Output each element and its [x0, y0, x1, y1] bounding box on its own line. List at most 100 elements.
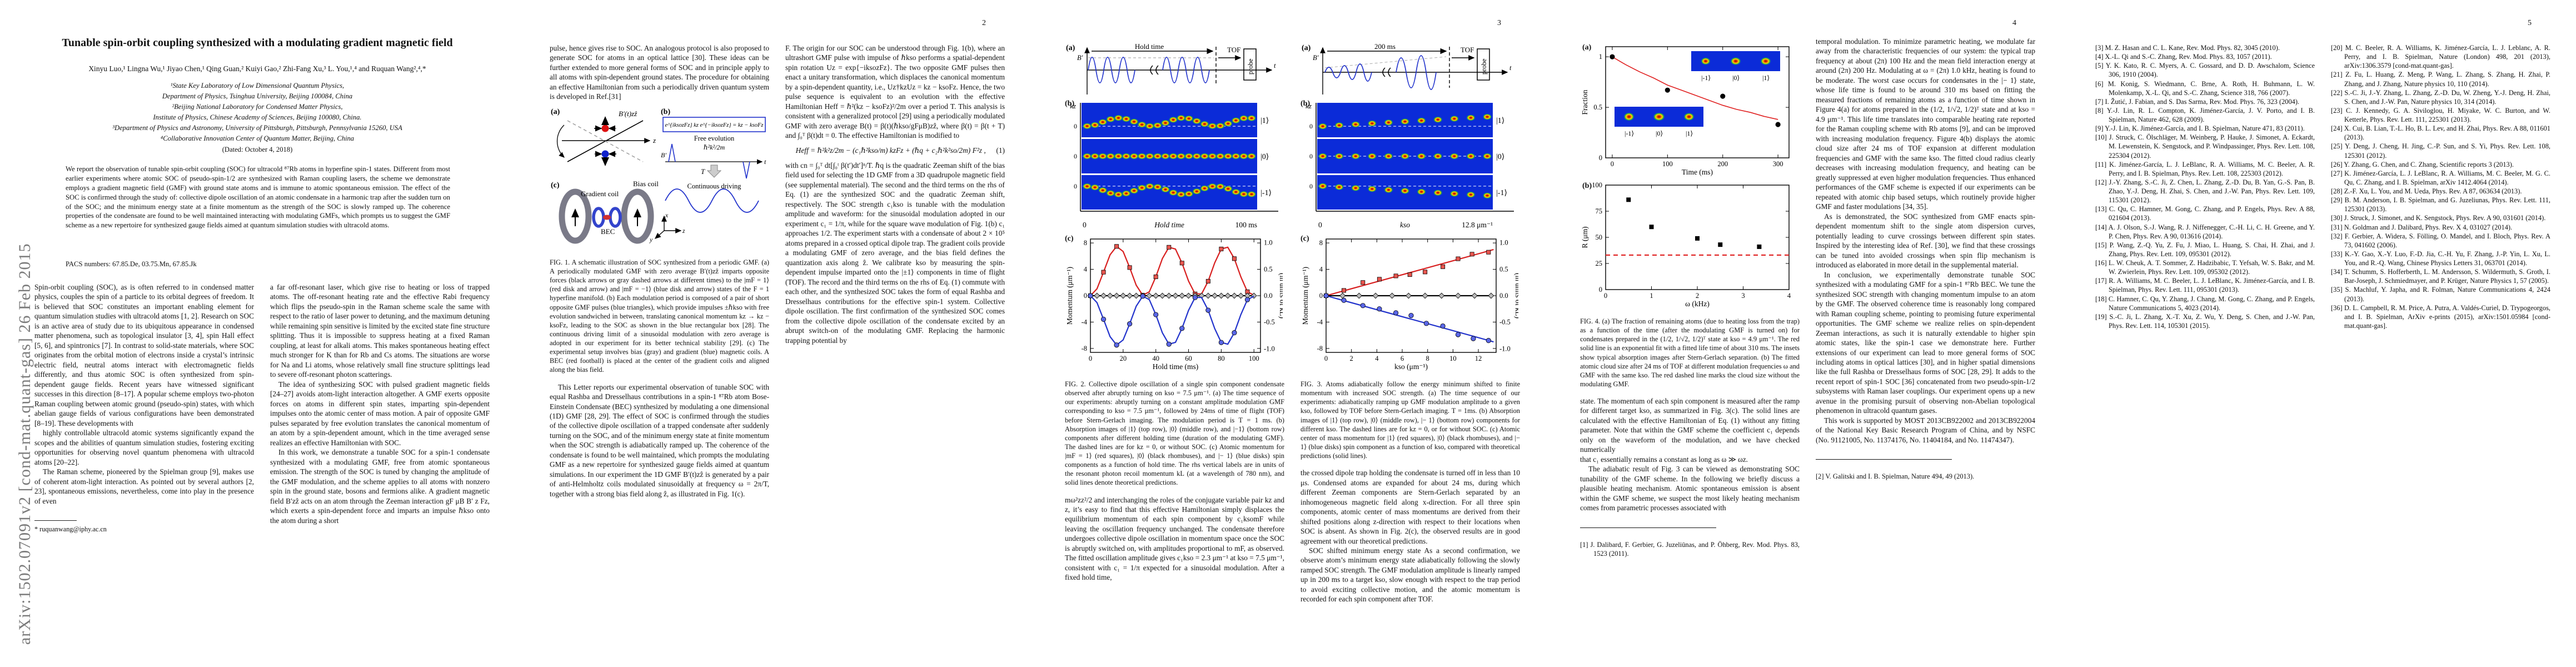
reference-item: [29] B. M. Anderson, I. B. Spielman, and…: [2331, 196, 2550, 213]
page-4: 4 (a) 0 100 200 300 0 0.5 1 Time (ms) Fraction |…: [1546, 0, 2061, 667]
reference-item: [35] S. Machluf, Y. Japha, and R. Folman…: [2331, 286, 2550, 303]
svg-text:0: 0: [1074, 122, 1077, 130]
reference-item: [5] Y. K. Kato, R. C. Myers, A. C. Gossa…: [2095, 62, 2315, 79]
svg-text:(in units of kL): (in units of kL): [1514, 273, 1518, 318]
svg-text:Time (ms): Time (ms): [1682, 168, 1713, 176]
body-paragraph: that c₁ essentially remains a constant a…: [1580, 455, 1748, 464]
page1-right-column: a far off-resonant laser, which give ris…: [270, 282, 490, 649]
page2-right-column: F. The origin for our SOC can be underst…: [785, 43, 1005, 649]
body-paragraph: SOC shifted minimum energy state As a se…: [1301, 546, 1520, 604]
svg-text:|1⟩: |1⟩: [1496, 117, 1504, 125]
affiliation-line: ²Beijing National Laboratory for Condens…: [172, 103, 343, 111]
reference-item: [22] S.-C. Ji, J.-Y. Zhang, L. Zhang, Z.…: [2331, 88, 2550, 106]
fig1-continuous-driving-label: Continuous driving: [687, 182, 742, 190]
reference-item: [1] J. Dalibard, F. Gerbier, G. Juzeliūn…: [1580, 540, 1800, 558]
fig4-inset-bottom-label-p1: |1⟩: [1686, 130, 1693, 137]
svg-text:8: 8: [1426, 355, 1429, 362]
svg-text:-0.5: -0.5: [1499, 318, 1511, 326]
body-paragraph: In this work, we demonstrate a tunable S…: [270, 448, 490, 525]
reference-item: [19] S.-C. Ji, L. Zhang, X.-T. Xu, Z. Wu…: [2095, 312, 2315, 330]
fig3-panel-c-label: (c): [1301, 235, 1309, 243]
reference-item: [26] Y. Zhang, G. Chen, and C. Zhang, Sc…: [2331, 160, 2514, 168]
page-2: 2 pulse, hence gives rise to SOC. An ana…: [515, 0, 1030, 667]
footnote-email: * ruquanwang@iphy.ac.cn: [34, 525, 107, 534]
reference-item: [27] K. Jiménez-García, L. J. LeBlanc, R…: [2331, 169, 2550, 186]
fig1-blue-spin-disk: [601, 150, 609, 158]
svg-text:0: 0: [1083, 221, 1087, 229]
body-paragraph: mω²zz²/2 and interchanging the roles of …: [1065, 495, 1284, 582]
svg-text:-4: -4: [1082, 318, 1088, 326]
reference-item: [20] M. C. Beeler, R. A. Williams, K. Ji…: [2331, 44, 2550, 70]
fig4-inset-top-label-0: |0⟩: [1732, 74, 1740, 82]
equation-1: Heff = ℏ²k²z/2m − (c₁ℏ²kso/m) kzFz + (ℏq…: [785, 146, 1005, 155]
fig1-z-axis-label: z: [652, 136, 656, 145]
fig1-kinetic-label: ℏ²k²/2m: [704, 143, 725, 151]
reference-item: [9] Y.-J. Lin, K. Jiménez-García, and I.…: [2095, 125, 2305, 133]
fig4-inset-bottom-label-0: |0⟩: [1656, 130, 1663, 137]
fig1-period-label: T: [701, 167, 705, 176]
fig1-period-arrow: [706, 165, 722, 178]
svg-text:0: 0: [1084, 292, 1087, 300]
svg-text:Hold time: Hold time: [1154, 221, 1184, 229]
svg-text:-1.0: -1.0: [1264, 345, 1275, 352]
page-1: arXiv:1502.07091v2 [cond-mat.quant-gas] …: [0, 0, 515, 667]
svg-text:Momentum (μm⁻¹): Momentum (μm⁻¹): [1065, 267, 1074, 325]
figure-3: (a) B′ 200 ms TOF probe t: [1301, 41, 1520, 374]
fig1-gradient-coil-label: Gradient coil: [581, 190, 619, 198]
svg-text:6: 6: [1401, 355, 1404, 362]
svg-text:Fraction: Fraction: [1581, 89, 1589, 115]
fig3-Bprime-label: B′: [1313, 54, 1319, 62]
page2-left-column: pulse, hence gives rise to SOC. An analo…: [550, 43, 769, 649]
figure-1-caption: FIG. 1. A schematic illustration of SOC …: [550, 258, 769, 374]
reference-item: [3] M. Z. Hasan and C. L. Kane, Rev. Mod…: [2095, 44, 2280, 52]
fig2-Bprime-label: B′: [1077, 54, 1083, 62]
reference-item: [33] K.-Y. Gao, X.-Y. Luo, F.-D. Jia, C.…: [2331, 250, 2550, 267]
reference-item: [17] R. A. Williams, M. C. Beeler, L. J.…: [2095, 277, 2315, 294]
svg-text:0: 0: [1604, 292, 1607, 300]
bibliography-rule: [1580, 527, 1716, 528]
svg-text:0: 0: [1611, 160, 1614, 168]
page3-right-column: (a) B′ 200 ms TOF probe t: [1301, 37, 1520, 648]
svg-text:(in units of kL): (in units of kL): [1278, 273, 1283, 318]
fig3-ramp-time-label: 200 ms: [1374, 42, 1396, 51]
fig3-tof-label: TOF: [1461, 46, 1474, 54]
svg-text:R (μm): R (μm): [1581, 226, 1589, 248]
svg-text:0: 0: [1074, 152, 1077, 160]
svg-text:1.0: 1.0: [1264, 239, 1273, 247]
fig1-gmf-label: B′(t)zẑ: [619, 109, 637, 118]
svg-text:80: 80: [1218, 355, 1225, 362]
svg-text:kso (μm⁻¹): kso (μm⁻¹): [1394, 362, 1428, 371]
body-paragraph: pulse, hence gives rise to SOC. An analo…: [550, 44, 769, 101]
body-paragraph: highly controllable ultracold atomic sys…: [34, 429, 254, 466]
svg-text:100: 100: [1592, 181, 1602, 189]
svg-text:8: 8: [1319, 239, 1323, 247]
svg-text:1: 1: [1599, 53, 1602, 61]
fig4-panel-a-label: (a): [1582, 43, 1592, 52]
body-paragraph: with cn = ∫₀ᵀ dt[∫₀ᵗ β(t′)dt′]ⁿ/T. ℏq is…: [785, 161, 1005, 345]
fig3-panel-a-label: (a): [1302, 44, 1311, 52]
svg-text:0: 0: [1319, 292, 1323, 300]
body-paragraph: The idea of synthesizing SOC with pulsed…: [270, 380, 490, 447]
fig1-unitary-equation: e^{ik­sozFz} kz e^{−iksozFz} = kz − ksoF…: [665, 122, 764, 128]
svg-text:4: 4: [1319, 266, 1323, 273]
svg-text:25: 25: [1596, 260, 1603, 267]
fig1-z-axis-label2: z: [682, 228, 685, 235]
svg-text:0: 0: [1318, 221, 1322, 229]
svg-text:-8: -8: [1317, 345, 1323, 352]
fig4-inset-bottom-label-m1: |-1⟩: [1625, 130, 1634, 137]
fig4-inset-top-label-m1: |-1⟩: [1701, 74, 1711, 82]
svg-text:|0⟩: |0⟩: [1260, 153, 1269, 161]
reference-item: [12] J.-Y. Zhang, S.-C. Ji, Z. Chen, L. …: [2095, 178, 2315, 205]
svg-text:-0.5: -0.5: [1264, 318, 1275, 326]
body-paragraph: F. The origin for our SOC can be underst…: [785, 44, 1005, 140]
svg-text:0: 0: [1309, 122, 1313, 130]
svg-text:Momentum (μm⁻¹): Momentum (μm⁻¹): [1301, 267, 1309, 325]
svg-text:0.0: 0.0: [1264, 292, 1273, 300]
fig1-gradient-coil-right: [609, 207, 622, 228]
svg-text:75: 75: [1596, 207, 1603, 215]
svg-text:-1.0: -1.0: [1499, 345, 1511, 352]
fig1-bec-ellipse: [603, 215, 611, 220]
body-paragraph: The adiabatic result of Fig. 3 can be vi…: [1580, 465, 1800, 512]
svg-text:|-1⟩: |-1⟩: [1496, 189, 1507, 197]
